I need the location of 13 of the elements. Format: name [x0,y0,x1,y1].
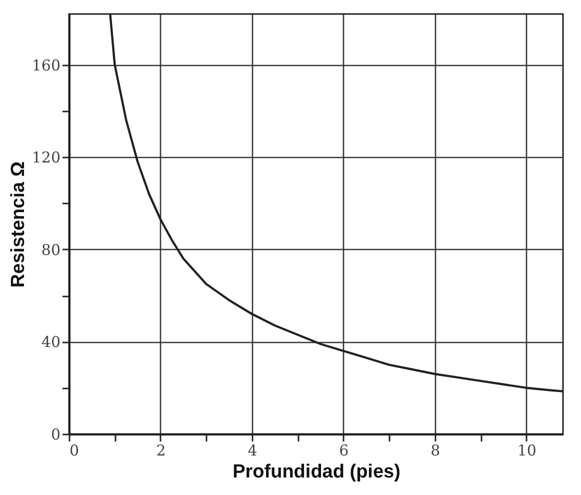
x-axis-title: Profundidad (pies) [232,462,400,482]
x-tick-label: 8 [430,442,440,460]
y-tick-label: 0 [50,426,60,444]
y-axis-title: Resistencia Ω [8,161,29,288]
x-tick-label: 0 [70,442,80,460]
x-tick-label: 4 [248,442,258,460]
y-tick-label: 40 [41,333,60,352]
y-tick-label: 120 [32,148,60,167]
y-tick-label: 160 [32,56,60,74]
x-tick-label: 10 [517,442,536,460]
x-tick-label: 6 [339,442,349,460]
x-tick-label: 2 [156,442,166,460]
y-tick-label: 80 [41,240,60,259]
